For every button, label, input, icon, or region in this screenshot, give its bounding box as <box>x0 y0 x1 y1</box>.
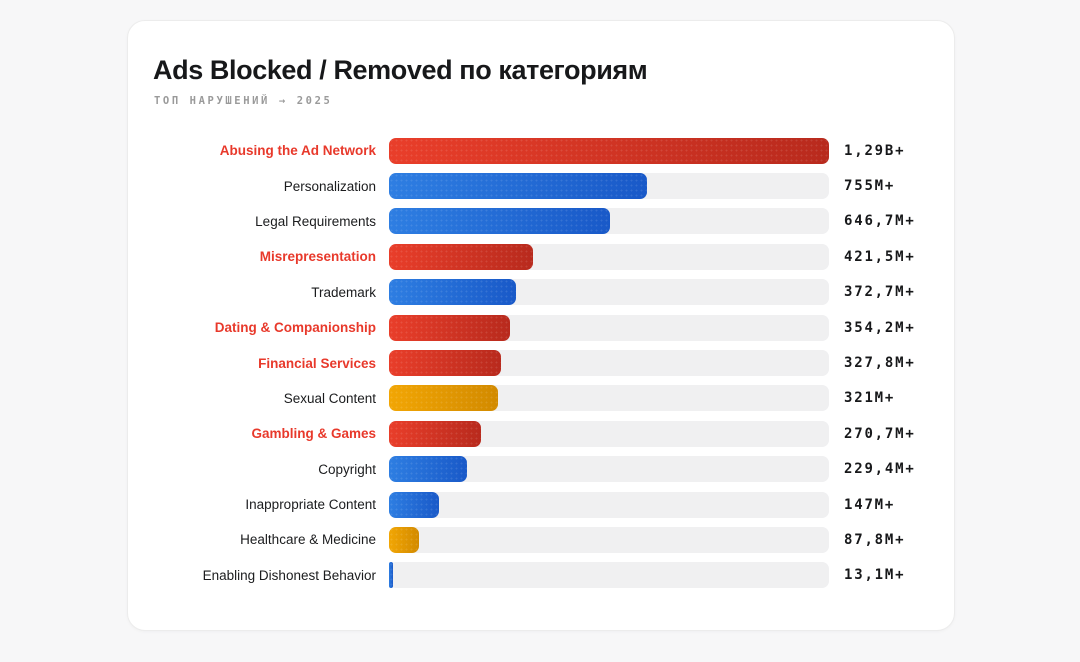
value-label: 372,7M+ <box>844 284 916 301</box>
value-label: 13,1M+ <box>844 567 906 584</box>
value-label: 147M+ <box>844 496 896 513</box>
bar-track <box>389 385 829 412</box>
bar-track <box>389 491 829 518</box>
category-label: Copyright <box>318 461 376 477</box>
bar <box>389 526 419 553</box>
category-label: Trademark <box>311 284 376 300</box>
bar <box>389 279 517 306</box>
bar <box>389 314 510 341</box>
chart-row: Inappropriate Content 147M+ <box>153 487 934 522</box>
category-label: Inappropriate Content <box>245 497 376 513</box>
chart-row: Trademark 372,7M+ <box>153 275 934 310</box>
bar <box>389 456 468 483</box>
value-label: 646,7M+ <box>844 213 916 230</box>
bar-track <box>389 562 829 589</box>
value-label: 87,8M+ <box>844 531 906 548</box>
bar-track <box>389 279 829 306</box>
chart-row: Abusing the Ad Network 1,29B+ <box>153 133 934 168</box>
bar-track <box>389 350 829 377</box>
bar <box>389 385 499 412</box>
chart-row: Misrepresentation 421,5M+ <box>153 239 934 274</box>
bar <box>389 208 610 235</box>
bar-track <box>389 420 829 447</box>
chart-row: Sexual Content 321M+ <box>153 381 934 416</box>
bar-track <box>389 526 829 553</box>
category-label: Dating & Companionship <box>214 320 376 336</box>
category-label: Misrepresentation <box>259 249 376 265</box>
bar-track <box>389 173 829 200</box>
bar-track <box>389 137 829 164</box>
value-label: 327,8M+ <box>844 355 916 372</box>
value-label: 229,4M+ <box>844 461 916 478</box>
chart-row: Financial Services 327,8M+ <box>153 345 934 380</box>
category-label: Healthcare & Medicine <box>240 532 376 548</box>
value-label: 421,5M+ <box>844 248 916 265</box>
chart-card: Ads Blocked / Removed по категориям ТОП … <box>127 20 955 631</box>
page-subtitle: ТОП НАРУШЕНИЙ → 2025 <box>154 95 333 107</box>
chart-row: Personalization 755M+ <box>153 168 934 203</box>
category-label: Sexual Content <box>283 390 376 406</box>
bar-track <box>389 456 829 483</box>
bar <box>389 243 533 270</box>
value-label: 354,2M+ <box>844 319 916 336</box>
chart-row: Enabling Dishonest Behavior 13,1M+ <box>153 558 934 593</box>
category-label: Legal Requirements <box>255 213 376 229</box>
bar <box>389 173 647 200</box>
chart-row: Gambling & Games 270,7M+ <box>153 416 934 451</box>
bar-track <box>389 243 829 270</box>
chart-row: Healthcare & Medicine 87,8M+ <box>153 522 934 557</box>
bar <box>389 350 501 377</box>
value-label: 1,29B+ <box>844 142 906 159</box>
bar <box>389 137 829 164</box>
chart-row: Dating & Companionship 354,2M+ <box>153 310 934 345</box>
category-label: Personalization <box>283 178 376 194</box>
value-label: 755M+ <box>844 178 896 195</box>
category-label: Financial Services <box>258 355 376 371</box>
bar-track <box>389 208 829 235</box>
value-label: 270,7M+ <box>844 425 916 442</box>
bar <box>389 491 440 518</box>
category-label: Abusing the Ad Network <box>219 143 376 159</box>
bar <box>389 420 482 447</box>
bar <box>389 562 394 589</box>
chart-row: Copyright 229,4M+ <box>153 452 934 487</box>
page-title: Ads Blocked / Removed по категориям <box>153 55 648 85</box>
bar-chart: Abusing the Ad Network 1,29B+ Personaliz… <box>153 133 934 593</box>
bar-track <box>389 314 829 341</box>
chart-row: Legal Requirements 646,7M+ <box>153 204 934 239</box>
category-label: Enabling Dishonest Behavior <box>202 567 376 583</box>
category-label: Gambling & Games <box>251 426 376 442</box>
value-label: 321M+ <box>844 390 896 407</box>
